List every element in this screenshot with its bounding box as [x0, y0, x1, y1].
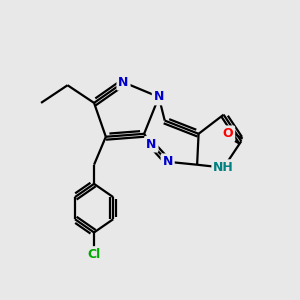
Text: N: N — [154, 91, 164, 103]
Text: NH: NH — [213, 161, 234, 174]
Text: N: N — [118, 76, 129, 89]
Text: N: N — [146, 138, 157, 151]
Text: O: O — [223, 127, 233, 140]
Text: Cl: Cl — [87, 248, 101, 261]
Text: N: N — [163, 155, 173, 168]
